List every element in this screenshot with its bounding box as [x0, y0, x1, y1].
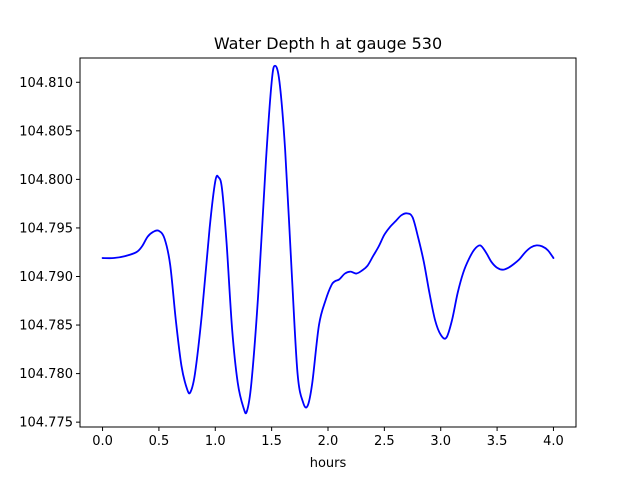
x-tick-label: 1.0 — [205, 434, 226, 449]
y-tick-label: 104.790 — [19, 270, 73, 285]
x-tick-label: 2.0 — [318, 434, 339, 449]
x-axis: 0.0 0.5 1.0 1.5 2.0 2.5 3.0 3.5 4.0 — [92, 427, 564, 449]
y-tick-label: 104.785 — [19, 319, 73, 334]
y-tick-label: 104.775 — [19, 416, 73, 431]
y-tick-label: 104.780 — [19, 367, 73, 382]
x-tick-label: 3.0 — [430, 434, 451, 449]
y-tick-label: 104.800 — [19, 173, 73, 188]
x-tick-label: 0.5 — [149, 434, 170, 449]
y-tick-label: 104.810 — [19, 76, 73, 91]
plot-area — [79, 57, 577, 428]
y-tick-label: 104.795 — [19, 221, 73, 236]
x-tick-label: 0.0 — [92, 434, 113, 449]
y-tick-label: 104.805 — [19, 124, 73, 139]
y-axis: 104.775 104.780 104.785 104.790 104.795 104.8… — [19, 76, 80, 431]
chart-title: Water Depth h at gauge 530 — [214, 34, 442, 53]
series-line — [101, 64, 555, 415]
x-tick-label: 2.5 — [374, 434, 395, 449]
x-axis-label: hours — [310, 456, 347, 471]
x-tick-label: 1.5 — [261, 434, 282, 449]
x-tick-label: 3.5 — [487, 434, 508, 449]
x-tick-label: 4.0 — [543, 434, 564, 449]
axes-frame — [79, 57, 577, 428]
